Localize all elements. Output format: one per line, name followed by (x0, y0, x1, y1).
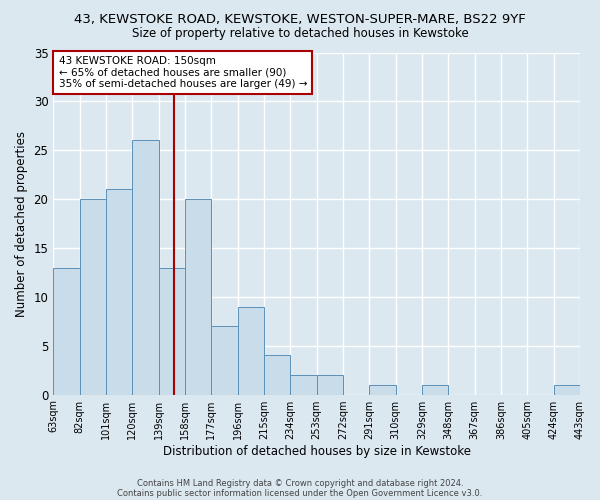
Y-axis label: Number of detached properties: Number of detached properties (15, 130, 28, 316)
Bar (238, 306, 264, 394)
Bar (211, 326, 238, 394)
Bar (370, 385, 395, 394)
Bar (53, 268, 80, 394)
Bar (317, 375, 343, 394)
Bar (554, 385, 580, 394)
Text: Contains public sector information licensed under the Open Government Licence v3: Contains public sector information licen… (118, 488, 482, 498)
Text: Contains HM Land Registry data © Crown copyright and database right 2024.: Contains HM Land Registry data © Crown c… (137, 478, 463, 488)
Text: 43 KEWSTOKE ROAD: 150sqm
← 65% of detached houses are smaller (90)
35% of semi-d: 43 KEWSTOKE ROAD: 150sqm ← 65% of detach… (59, 56, 307, 89)
Bar (132, 140, 158, 394)
Bar (185, 199, 211, 394)
Bar (264, 356, 290, 395)
Bar (158, 268, 185, 394)
Text: 43, KEWSTOKE ROAD, KEWSTOKE, WESTON-SUPER-MARE, BS22 9YF: 43, KEWSTOKE ROAD, KEWSTOKE, WESTON-SUPE… (74, 12, 526, 26)
X-axis label: Distribution of detached houses by size in Kewstoke: Distribution of detached houses by size … (163, 444, 470, 458)
Bar (422, 385, 448, 394)
Bar (290, 375, 317, 394)
Bar (80, 199, 106, 394)
Text: Size of property relative to detached houses in Kewstoke: Size of property relative to detached ho… (131, 28, 469, 40)
Bar (106, 190, 132, 394)
